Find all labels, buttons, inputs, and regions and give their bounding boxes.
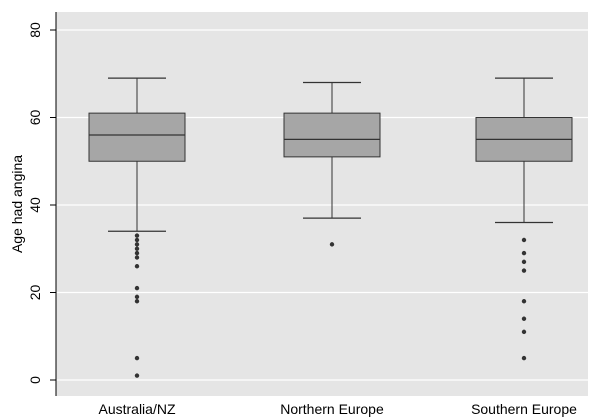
outlier-point bbox=[134, 373, 140, 378]
outlier-point bbox=[134, 250, 140, 256]
outlier-point bbox=[521, 299, 527, 304]
outlier-point bbox=[134, 299, 140, 304]
y-tick-label: 20 bbox=[27, 285, 43, 301]
outlier-point bbox=[521, 355, 527, 361]
x-category-label: Northern Europe bbox=[280, 401, 384, 417]
outlier-point bbox=[521, 316, 527, 321]
y-tick-label: 0 bbox=[27, 376, 43, 384]
y-axis-ticks: 0 20 40 60 80 bbox=[27, 22, 56, 384]
x-category-label: Southern Europe bbox=[471, 401, 577, 417]
box-3 bbox=[475, 77, 573, 361]
outlier-point bbox=[134, 246, 140, 251]
x-category-label: Australia/NZ bbox=[98, 401, 175, 417]
y-axis-title: Age had angina bbox=[9, 155, 25, 253]
interquartile-box bbox=[283, 112, 381, 158]
interquartile-box bbox=[88, 112, 186, 162]
outlier-point bbox=[134, 233, 140, 238]
x-axis-labels: Australia/NZ Northern Europe Southern Euro… bbox=[98, 401, 577, 417]
y-tick-label: 60 bbox=[27, 110, 43, 126]
outlier-point bbox=[134, 285, 140, 291]
outlier-point bbox=[521, 259, 527, 265]
y-tick-label: 80 bbox=[27, 22, 43, 38]
outlier-point bbox=[134, 355, 140, 361]
outlier-point bbox=[521, 329, 527, 335]
plot-background bbox=[56, 12, 588, 396]
outlier-point bbox=[521, 237, 527, 243]
outlier-point bbox=[134, 294, 140, 300]
box-2 bbox=[283, 81, 381, 247]
box-1 bbox=[88, 77, 186, 378]
outlier-point bbox=[521, 250, 527, 256]
y-tick-label: 40 bbox=[27, 197, 43, 213]
boxes-layer bbox=[88, 77, 573, 378]
outlier-point bbox=[521, 268, 527, 273]
outlier-point bbox=[134, 264, 140, 269]
outlier-point bbox=[134, 255, 140, 260]
outlier-point bbox=[134, 242, 140, 247]
outlier-point bbox=[134, 237, 140, 243]
outlier-point bbox=[329, 242, 335, 247]
